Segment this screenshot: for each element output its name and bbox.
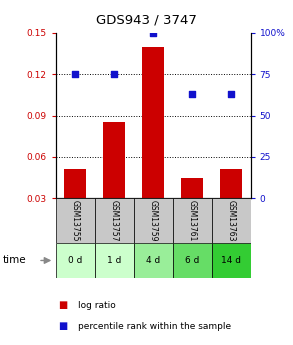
Bar xyxy=(212,198,251,243)
Point xyxy=(229,91,233,97)
Text: 0 d: 0 d xyxy=(68,256,82,265)
Text: log ratio: log ratio xyxy=(78,301,115,310)
Text: GDS943 / 3747: GDS943 / 3747 xyxy=(96,14,197,27)
Text: 1 d: 1 d xyxy=(107,256,121,265)
Text: ■: ■ xyxy=(59,300,68,310)
Text: GSM13759: GSM13759 xyxy=(149,200,158,242)
Bar xyxy=(173,198,212,243)
Bar xyxy=(134,243,173,278)
Text: percentile rank within the sample: percentile rank within the sample xyxy=(78,322,231,331)
Text: 6 d: 6 d xyxy=(185,256,199,265)
Text: GSM13763: GSM13763 xyxy=(226,200,236,242)
Bar xyxy=(95,198,134,243)
Text: time: time xyxy=(3,256,27,265)
Bar xyxy=(95,243,134,278)
Text: 14 d: 14 d xyxy=(221,256,241,265)
Bar xyxy=(173,243,212,278)
Bar xyxy=(56,198,95,243)
Point xyxy=(190,91,194,97)
Text: ■: ■ xyxy=(59,321,68,331)
Bar xyxy=(181,178,203,240)
Point xyxy=(73,71,77,77)
Text: 4 d: 4 d xyxy=(146,256,160,265)
Text: GSM13757: GSM13757 xyxy=(110,200,119,242)
Bar xyxy=(103,122,125,240)
Bar xyxy=(142,47,164,240)
Bar xyxy=(220,169,242,240)
Bar xyxy=(134,198,173,243)
Point xyxy=(112,71,116,77)
Bar xyxy=(56,243,95,278)
Text: GSM13761: GSM13761 xyxy=(188,200,197,242)
Point xyxy=(151,30,155,36)
Bar xyxy=(64,169,86,240)
Text: GSM13755: GSM13755 xyxy=(71,200,80,242)
Bar xyxy=(212,243,251,278)
